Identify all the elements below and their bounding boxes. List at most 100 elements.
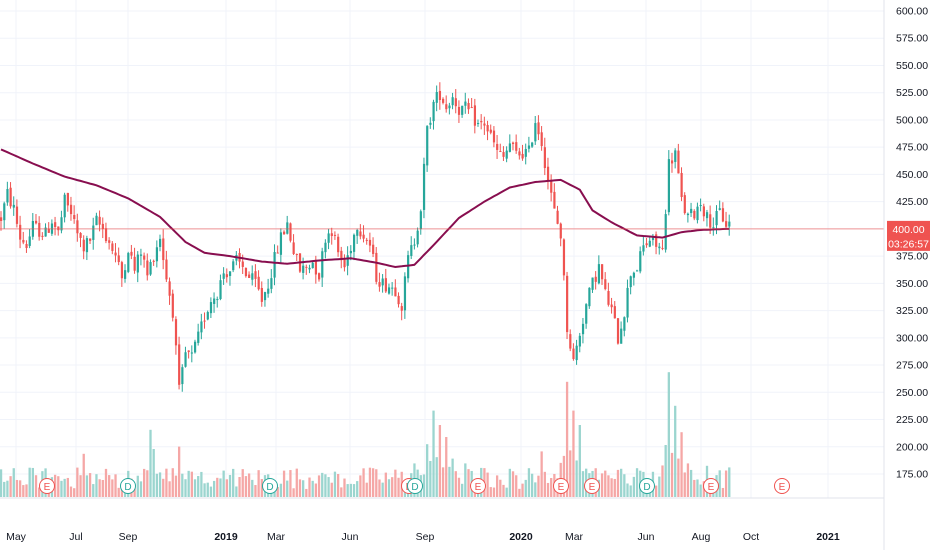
candle[interactable] [63, 192, 66, 223]
candle[interactable] [15, 199, 19, 228]
candle[interactable] [108, 237, 111, 250]
candle-body[interactable] [445, 104, 448, 110]
candle-body[interactable] [251, 273, 254, 280]
candle[interactable] [534, 115, 537, 145]
candle-body[interactable] [508, 143, 511, 152]
candle[interactable] [31, 212, 34, 240]
candle-body[interactable] [66, 192, 69, 206]
candle-body[interactable] [489, 129, 492, 133]
candle-body[interactable] [616, 318, 620, 344]
candle-body[interactable] [655, 234, 658, 247]
candle-body[interactable] [378, 282, 381, 287]
candle-body[interactable] [295, 254, 298, 256]
candle-body[interactable] [531, 142, 534, 147]
candle[interactable] [295, 253, 298, 262]
candle-body[interactable] [89, 238, 92, 241]
candle-body[interactable] [124, 270, 127, 279]
candle[interactable] [267, 278, 270, 298]
candle[interactable] [120, 260, 124, 287]
candle-body[interactable] [130, 251, 133, 256]
candle[interactable] [276, 245, 279, 254]
candle-body[interactable] [324, 242, 327, 253]
candle-body[interactable] [581, 323, 585, 335]
candle[interactable] [575, 339, 578, 365]
candle[interactable] [193, 339, 197, 354]
candle[interactable] [372, 237, 375, 258]
candle-body[interactable] [311, 262, 314, 269]
candle[interactable] [346, 246, 349, 276]
candle[interactable] [655, 231, 658, 255]
candle[interactable] [50, 219, 54, 236]
candle-body[interactable] [457, 106, 461, 115]
candle-body[interactable] [553, 191, 556, 209]
candle-body[interactable] [623, 317, 626, 331]
candle-body[interactable] [368, 239, 372, 246]
candle[interactable] [508, 134, 511, 153]
dividend-marker[interactable]: D [407, 478, 423, 494]
candle-body[interactable] [337, 236, 340, 253]
candle[interactable] [569, 329, 572, 352]
candle-body[interactable] [480, 120, 483, 123]
candle[interactable] [419, 209, 422, 235]
candle-body[interactable] [314, 260, 318, 275]
candle-body[interactable] [562, 239, 566, 276]
candle[interactable] [384, 268, 387, 293]
candle[interactable] [330, 227, 333, 245]
candle-body[interactable] [604, 279, 607, 290]
candle-body[interactable] [244, 267, 248, 277]
candle-body[interactable] [73, 215, 76, 219]
candle-body[interactable] [63, 194, 66, 218]
candle-body[interactable] [435, 92, 438, 103]
candle[interactable] [289, 222, 292, 243]
candle[interactable] [98, 210, 101, 232]
candle-body[interactable] [193, 341, 197, 353]
candle-body[interactable] [705, 212, 709, 219]
earnings-marker[interactable]: E [774, 478, 790, 494]
candle[interactable] [559, 222, 562, 247]
candle-body[interactable] [505, 150, 508, 159]
candle[interactable] [457, 100, 461, 123]
candle-body[interactable] [139, 254, 143, 256]
candle-body[interactable] [588, 287, 591, 307]
candle-body[interactable] [352, 234, 356, 252]
candle[interactable] [362, 225, 365, 243]
candle-body[interactable] [283, 231, 286, 235]
candle-body[interactable] [168, 281, 171, 296]
candle[interactable] [550, 174, 553, 202]
candle-body[interactable] [559, 223, 562, 239]
candle-body[interactable] [25, 243, 28, 249]
candle-body[interactable] [162, 238, 165, 261]
candle-body[interactable] [206, 312, 209, 320]
candle-body[interactable] [454, 98, 457, 107]
candle[interactable] [387, 283, 391, 295]
candle-body[interactable] [645, 243, 648, 246]
dividend-marker[interactable]: D [120, 478, 136, 494]
candle-body[interactable] [403, 276, 407, 311]
candlesticks[interactable] [0, 82, 731, 392]
candle[interactable] [213, 292, 216, 313]
candle-body[interactable] [260, 287, 263, 302]
candle[interactable] [432, 99, 435, 130]
candle[interactable] [203, 312, 206, 329]
candle[interactable] [725, 211, 728, 229]
candle[interactable] [127, 251, 130, 274]
candle[interactable] [47, 222, 50, 233]
candle[interactable] [461, 105, 464, 118]
candle-body[interactable] [400, 306, 403, 311]
candle[interactable] [228, 271, 232, 286]
candle[interactable] [486, 120, 489, 141]
candle[interactable] [85, 235, 89, 261]
candle[interactable] [489, 124, 492, 135]
candle-body[interactable] [155, 247, 159, 262]
candle[interactable] [531, 141, 534, 148]
candle[interactable] [429, 117, 432, 129]
candle[interactable] [165, 250, 168, 283]
candle[interactable] [9, 182, 12, 209]
candle-body[interactable] [546, 166, 550, 182]
candle-body[interactable] [318, 273, 321, 280]
candle-body[interactable] [254, 271, 257, 279]
candle[interactable] [556, 205, 559, 225]
candle[interactable] [343, 254, 346, 272]
candle-body[interactable] [381, 278, 384, 286]
candle-body[interactable] [543, 147, 546, 169]
